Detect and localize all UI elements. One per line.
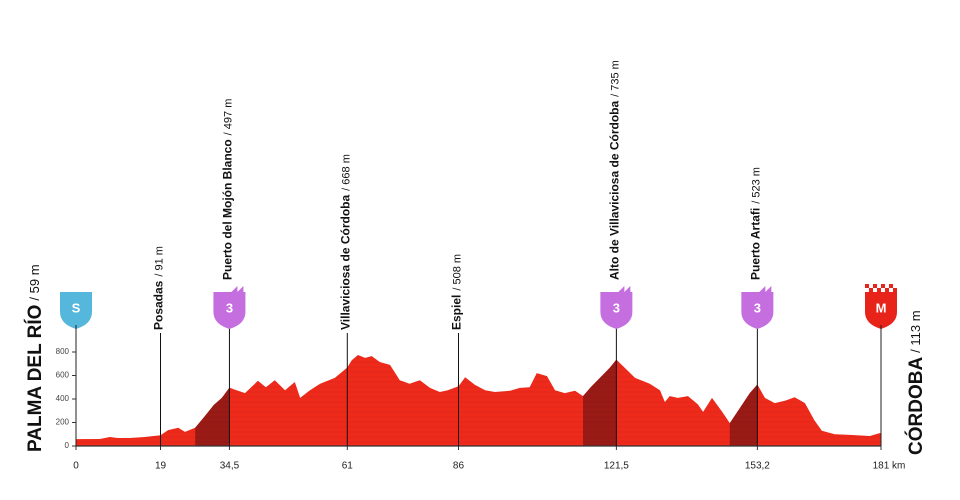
- waypoint-label-altitude: / 523 m: [750, 167, 762, 204]
- start-label-altitude: / 59 m: [27, 264, 42, 300]
- x-tick-label: 153,2: [745, 461, 770, 472]
- badge-label: 3: [226, 300, 233, 315]
- badge-label: S: [72, 300, 81, 315]
- x-tick-label: 19: [155, 461, 167, 472]
- waypoint-label-name: Puerto del Mojón Blanco: [221, 139, 235, 280]
- waypoint-label-name: Puerto Artafi: [749, 208, 763, 280]
- waypoint-label-altitude: / 668 m: [340, 154, 352, 191]
- waypoint-label: Puerto del Mojón Blanco / 497 m: [221, 99, 235, 280]
- y-tick-label: 600: [56, 371, 70, 380]
- badge-check: [885, 288, 889, 292]
- y-tick-label: 0: [65, 441, 70, 450]
- y-tick-label: 400: [56, 394, 70, 403]
- badge: [213, 292, 246, 329]
- x-tick-label: 181 km: [873, 461, 906, 472]
- waypoint-label: Espiel / 508 m: [450, 254, 464, 330]
- badge-flag: [231, 286, 244, 292]
- x-tick-label: 121,5: [604, 461, 629, 472]
- badge-check: [877, 288, 881, 292]
- start-label-name: PALMA DEL RÍO: [24, 305, 46, 452]
- badge: [60, 292, 92, 329]
- x-tick-label: 34,5: [220, 461, 240, 472]
- elevation-area: [76, 354, 881, 446]
- badge-check: [869, 288, 873, 292]
- badge-label: 3: [613, 300, 620, 315]
- waypoint-label-name: Posadas: [152, 280, 166, 330]
- waypoint-label-altitude: / 735 m: [609, 60, 621, 97]
- badge-flag: [759, 286, 772, 292]
- badge-label: M: [876, 300, 887, 315]
- waypoint-label: Posadas / 91 m: [152, 246, 166, 330]
- x-tick-label: 61: [342, 461, 354, 472]
- waypoint-label-altitude: / 91 m: [153, 246, 165, 277]
- finish-label: CÓRDOBA / 113 m: [905, 310, 927, 455]
- waypoint-label: Villaviciosa de Córdoba / 668 m: [338, 154, 352, 330]
- badge-check: [893, 288, 897, 292]
- badge-label: 3: [754, 300, 761, 315]
- badge-flag: [618, 286, 631, 292]
- start-label: PALMA DEL RÍO / 59 m: [24, 264, 46, 452]
- badge: [600, 292, 633, 329]
- waypoint-label: Alto de Villaviciosa de Córdoba / 735 m: [608, 60, 622, 280]
- finish-label-name: CÓRDOBA: [905, 357, 927, 455]
- x-tick-label: 0: [73, 461, 79, 472]
- finish-label-altitude: / 113 m: [908, 310, 923, 352]
- badge-check: [865, 284, 869, 288]
- badge-check: [889, 284, 893, 288]
- y-tick-label: 200: [56, 418, 70, 427]
- x-tick-label: 86: [453, 461, 465, 472]
- badge-check: [873, 284, 877, 288]
- badge: [741, 292, 774, 329]
- waypoint-label-altitude: / 508 m: [451, 254, 463, 291]
- waypoint-label-name: Alto de Villaviciosa de Córdoba: [608, 101, 622, 280]
- waypoint-label-altitude: / 497 m: [222, 99, 234, 136]
- y-tick-label: 800: [56, 347, 70, 356]
- waypoint-label: Puerto Artafi / 523 m: [749, 167, 763, 280]
- badge: [865, 292, 897, 329]
- badge-check: [881, 284, 885, 288]
- waypoint-label-name: Espiel: [450, 295, 464, 330]
- waypoint-label-name: Villaviciosa de Córdoba: [338, 195, 352, 330]
